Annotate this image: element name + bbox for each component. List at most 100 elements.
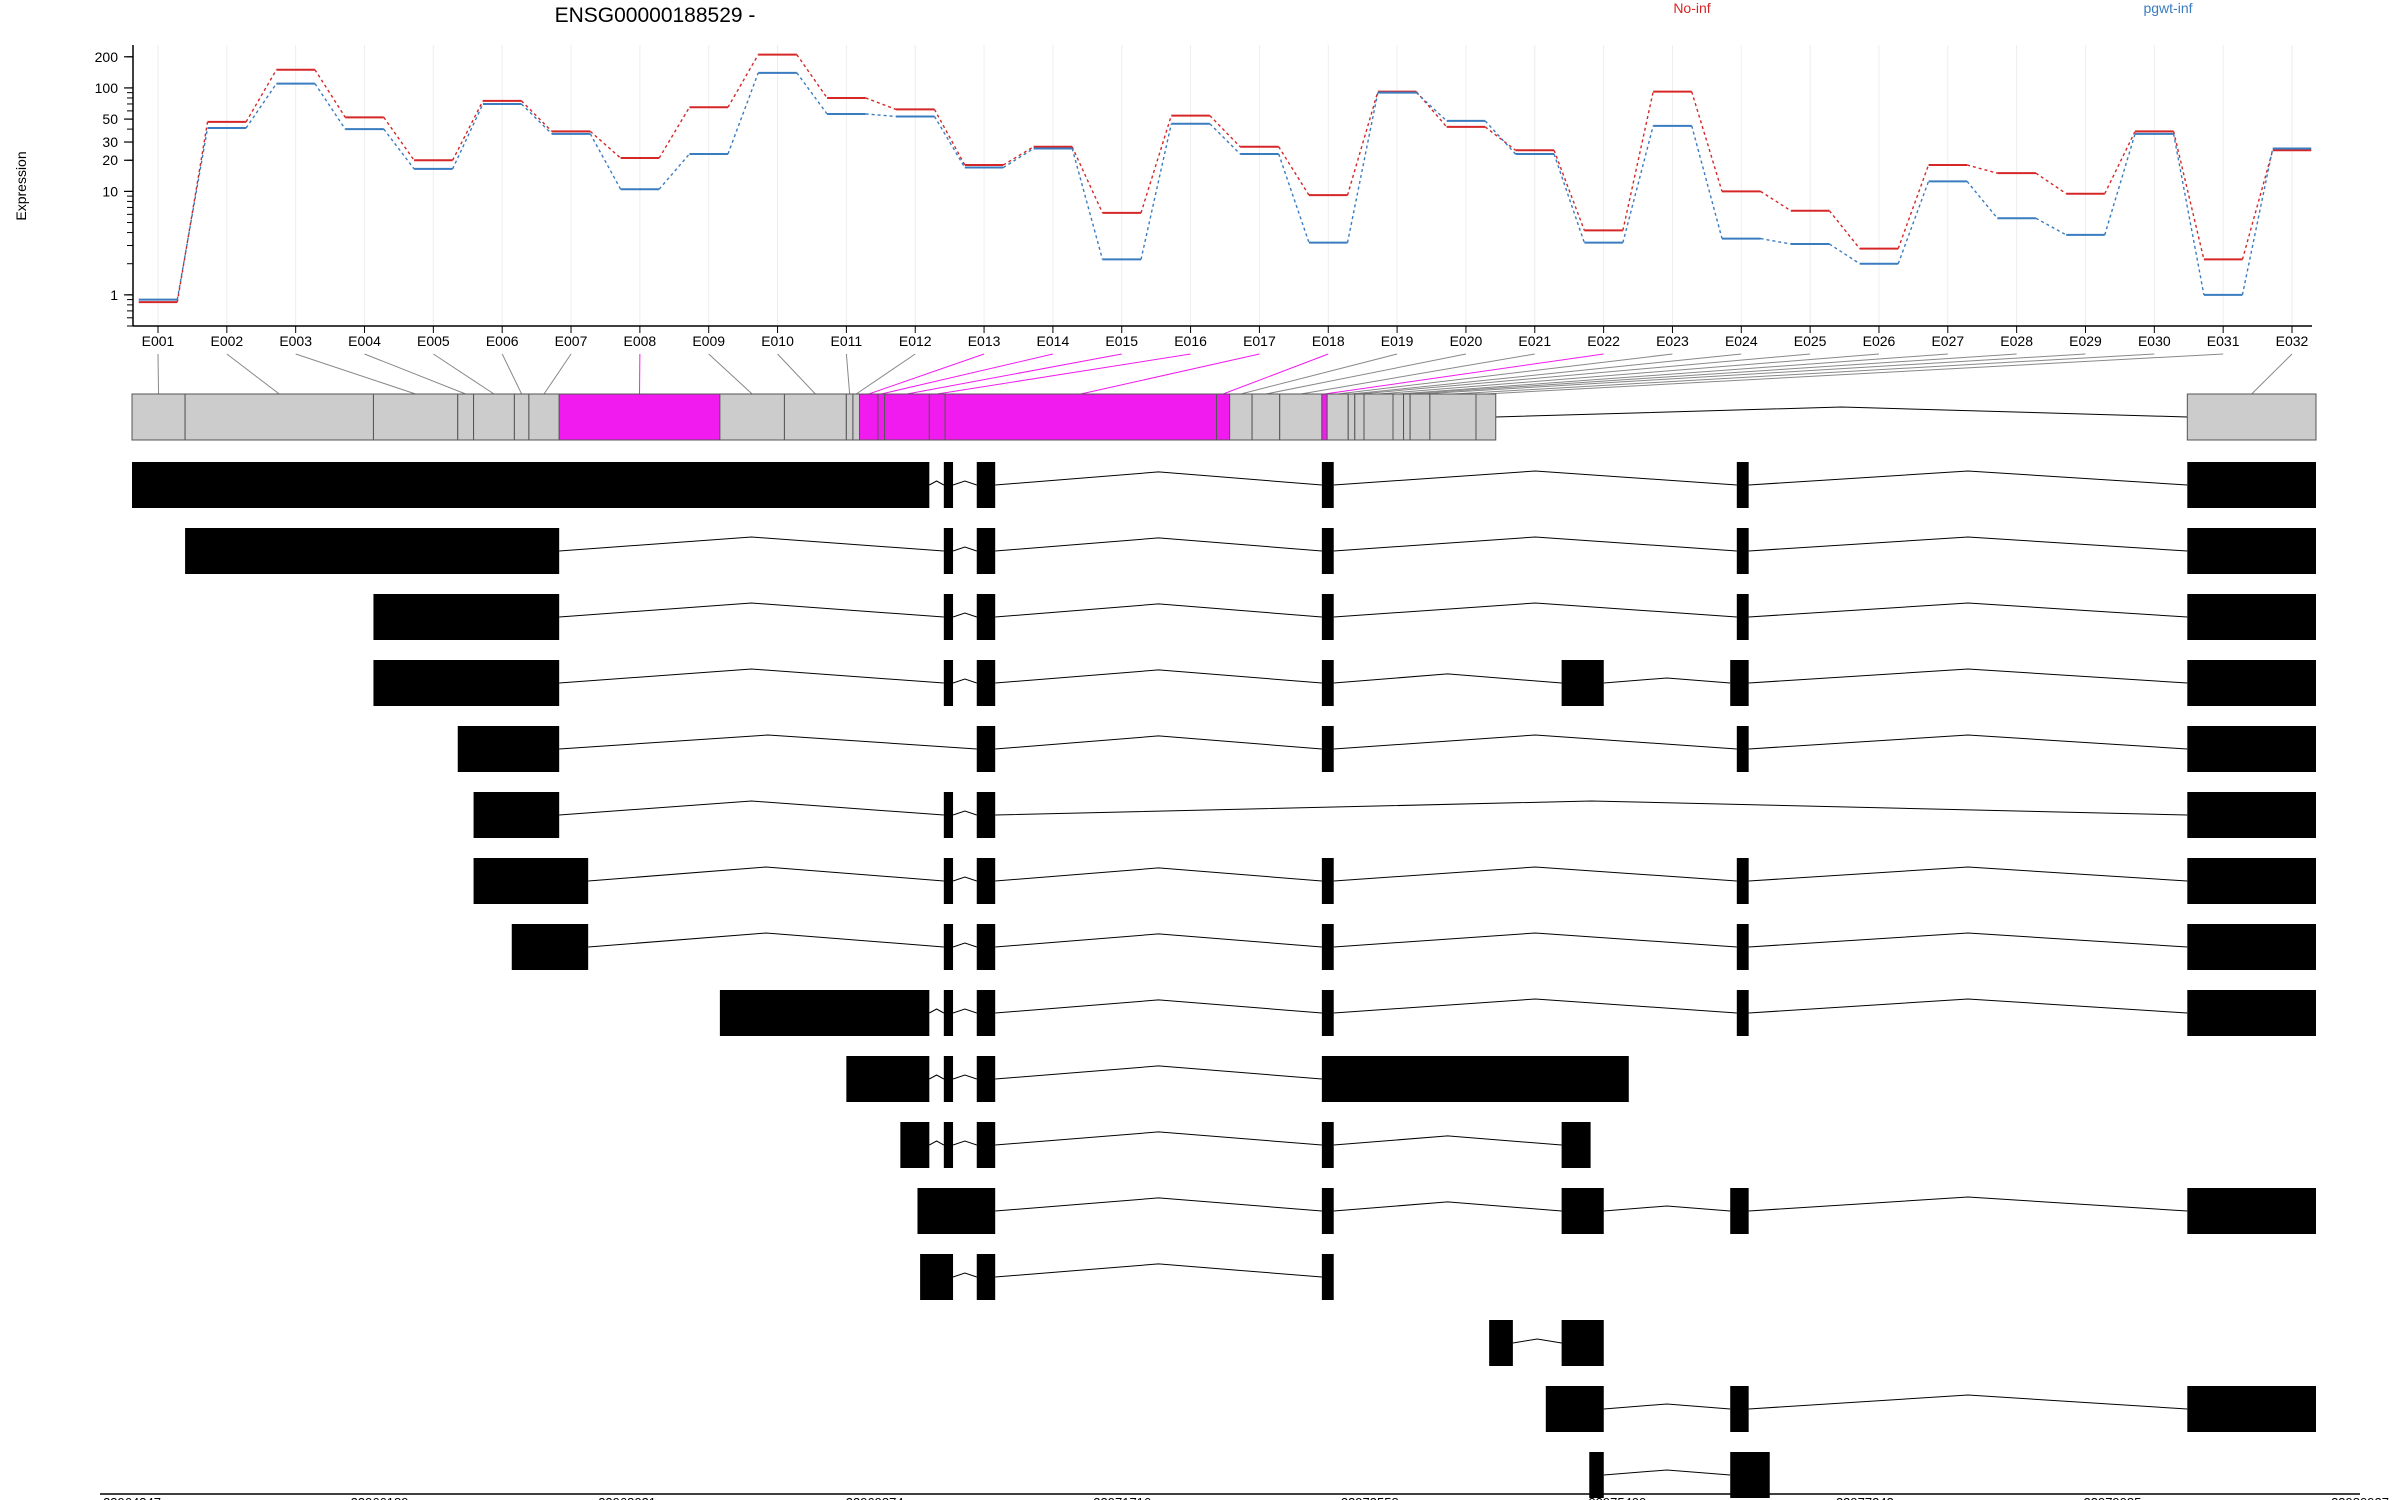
transcript-intron [952, 1140, 977, 1146]
exon-connector [295, 353, 416, 395]
expression-transition [1484, 120, 1517, 155]
gene-exon [884, 393, 930, 441]
expression-transition [245, 69, 278, 123]
transcript [473, 792, 2316, 838]
expression-transition [176, 121, 209, 303]
exon-label: E011 [831, 333, 863, 349]
transcript [917, 1188, 2316, 1234]
exon-label: E015 [1105, 333, 1138, 349]
exon-connector [1337, 353, 1673, 395]
expression-transition [176, 127, 209, 300]
gene-exon [1354, 393, 1365, 441]
transcript-exon [2187, 528, 2316, 574]
transcript-exon [1730, 1452, 1770, 1498]
transcript-exon [943, 1056, 954, 1102]
transcript-exon [976, 1254, 996, 1300]
expression-transition [933, 116, 966, 168]
transcript-exon [373, 594, 560, 640]
transcript-intron [559, 602, 944, 618]
coordinate-tick-label: 23977243 [1836, 1495, 1894, 1500]
transcript-exon [1730, 660, 1749, 706]
transcript-exon [2187, 594, 2316, 640]
transcript [1489, 1320, 1604, 1366]
transcript-exon [1736, 594, 1749, 640]
transcript-exon [1321, 990, 1334, 1036]
transcript-intron [1333, 673, 1562, 684]
transcript-intron [1333, 998, 1737, 1014]
transcript-intron [1748, 536, 2188, 552]
transcript-exon [2187, 858, 2316, 904]
transcript-intron [995, 1131, 1322, 1146]
transcript-intron [952, 810, 977, 816]
transcript-intron [1748, 734, 2188, 750]
transcript-intron [995, 669, 1322, 684]
transcript-exon [1545, 1386, 1604, 1432]
transcript-intron [995, 603, 1322, 618]
transcript-exon [917, 1188, 996, 1234]
gene-exon [1363, 393, 1394, 441]
transcript-exon [473, 858, 589, 904]
transcript-intron [1748, 1196, 2188, 1212]
exon-label: E009 [692, 333, 725, 349]
exon-connector [1080, 353, 1260, 395]
gene-exon [1475, 393, 1497, 441]
coordinate-tick-label: 23980927 [2331, 1495, 2389, 1500]
exon-connector [881, 353, 1054, 395]
expression-transition [1071, 148, 1104, 260]
transcript-exon [1561, 660, 1604, 706]
expression-transition [1760, 237, 1791, 245]
transcript-exon [976, 924, 996, 970]
transcript-intron [995, 1065, 1322, 1080]
transcript-exon [1736, 858, 1749, 904]
y-tick-label: 100 [95, 80, 119, 96]
expression-transition [658, 153, 690, 190]
exon-label: E025 [1794, 333, 1827, 349]
transcript-exon [1561, 1188, 1604, 1234]
transcript-exon [185, 528, 560, 574]
gene-exon [513, 393, 530, 441]
transcript-intron [1333, 932, 1737, 948]
exon-connector [1240, 353, 1398, 395]
exon-connector [1324, 353, 1604, 395]
transcript-intron [995, 933, 1322, 948]
transcript-exon [457, 726, 560, 772]
exon-connector [868, 353, 985, 395]
exon-connector [1398, 353, 1948, 395]
expression-transition [383, 128, 415, 170]
exon-label: E027 [1931, 333, 1964, 349]
gene-exon [1403, 393, 1411, 441]
transcript-exon [943, 924, 954, 970]
expression-transition [865, 97, 897, 111]
exon-label: E007 [555, 333, 588, 349]
transcript-exon [976, 528, 996, 574]
transcript-intron [588, 932, 944, 948]
exon-connector [1300, 353, 1535, 395]
gene-intron [1495, 406, 2188, 418]
expression-transition [245, 83, 277, 129]
transcript-exon [943, 990, 954, 1036]
transcript-exon [976, 990, 996, 1036]
exon-label: E019 [1381, 333, 1414, 349]
exon-label: E003 [279, 333, 312, 349]
transcript-exon [943, 462, 954, 508]
transcript-intron [559, 734, 977, 750]
transcript-intron [1512, 1338, 1562, 1344]
transcript-intron [995, 800, 2188, 816]
genomic-coordinate-axis: 23964347 23966189 23968031 23969874 23971716… [100, 1493, 2389, 1500]
expression-transition [2241, 148, 2274, 295]
transcript-exon [920, 1254, 954, 1300]
transcript-exon [943, 792, 954, 838]
gene-exon [852, 393, 861, 441]
expression-transition [1966, 180, 1998, 219]
transcript-intron [995, 1197, 1322, 1212]
transcript-exon [943, 528, 954, 574]
transcript-intron [559, 800, 944, 816]
transcript-exon [2187, 1386, 2316, 1432]
transcript-exon [943, 660, 954, 706]
gene-exon [1215, 393, 1231, 441]
exon-label: E004 [348, 333, 381, 349]
gene-exon [1251, 393, 1281, 441]
exon-label: E031 [2207, 333, 2240, 349]
transcript-intron [929, 1074, 945, 1080]
